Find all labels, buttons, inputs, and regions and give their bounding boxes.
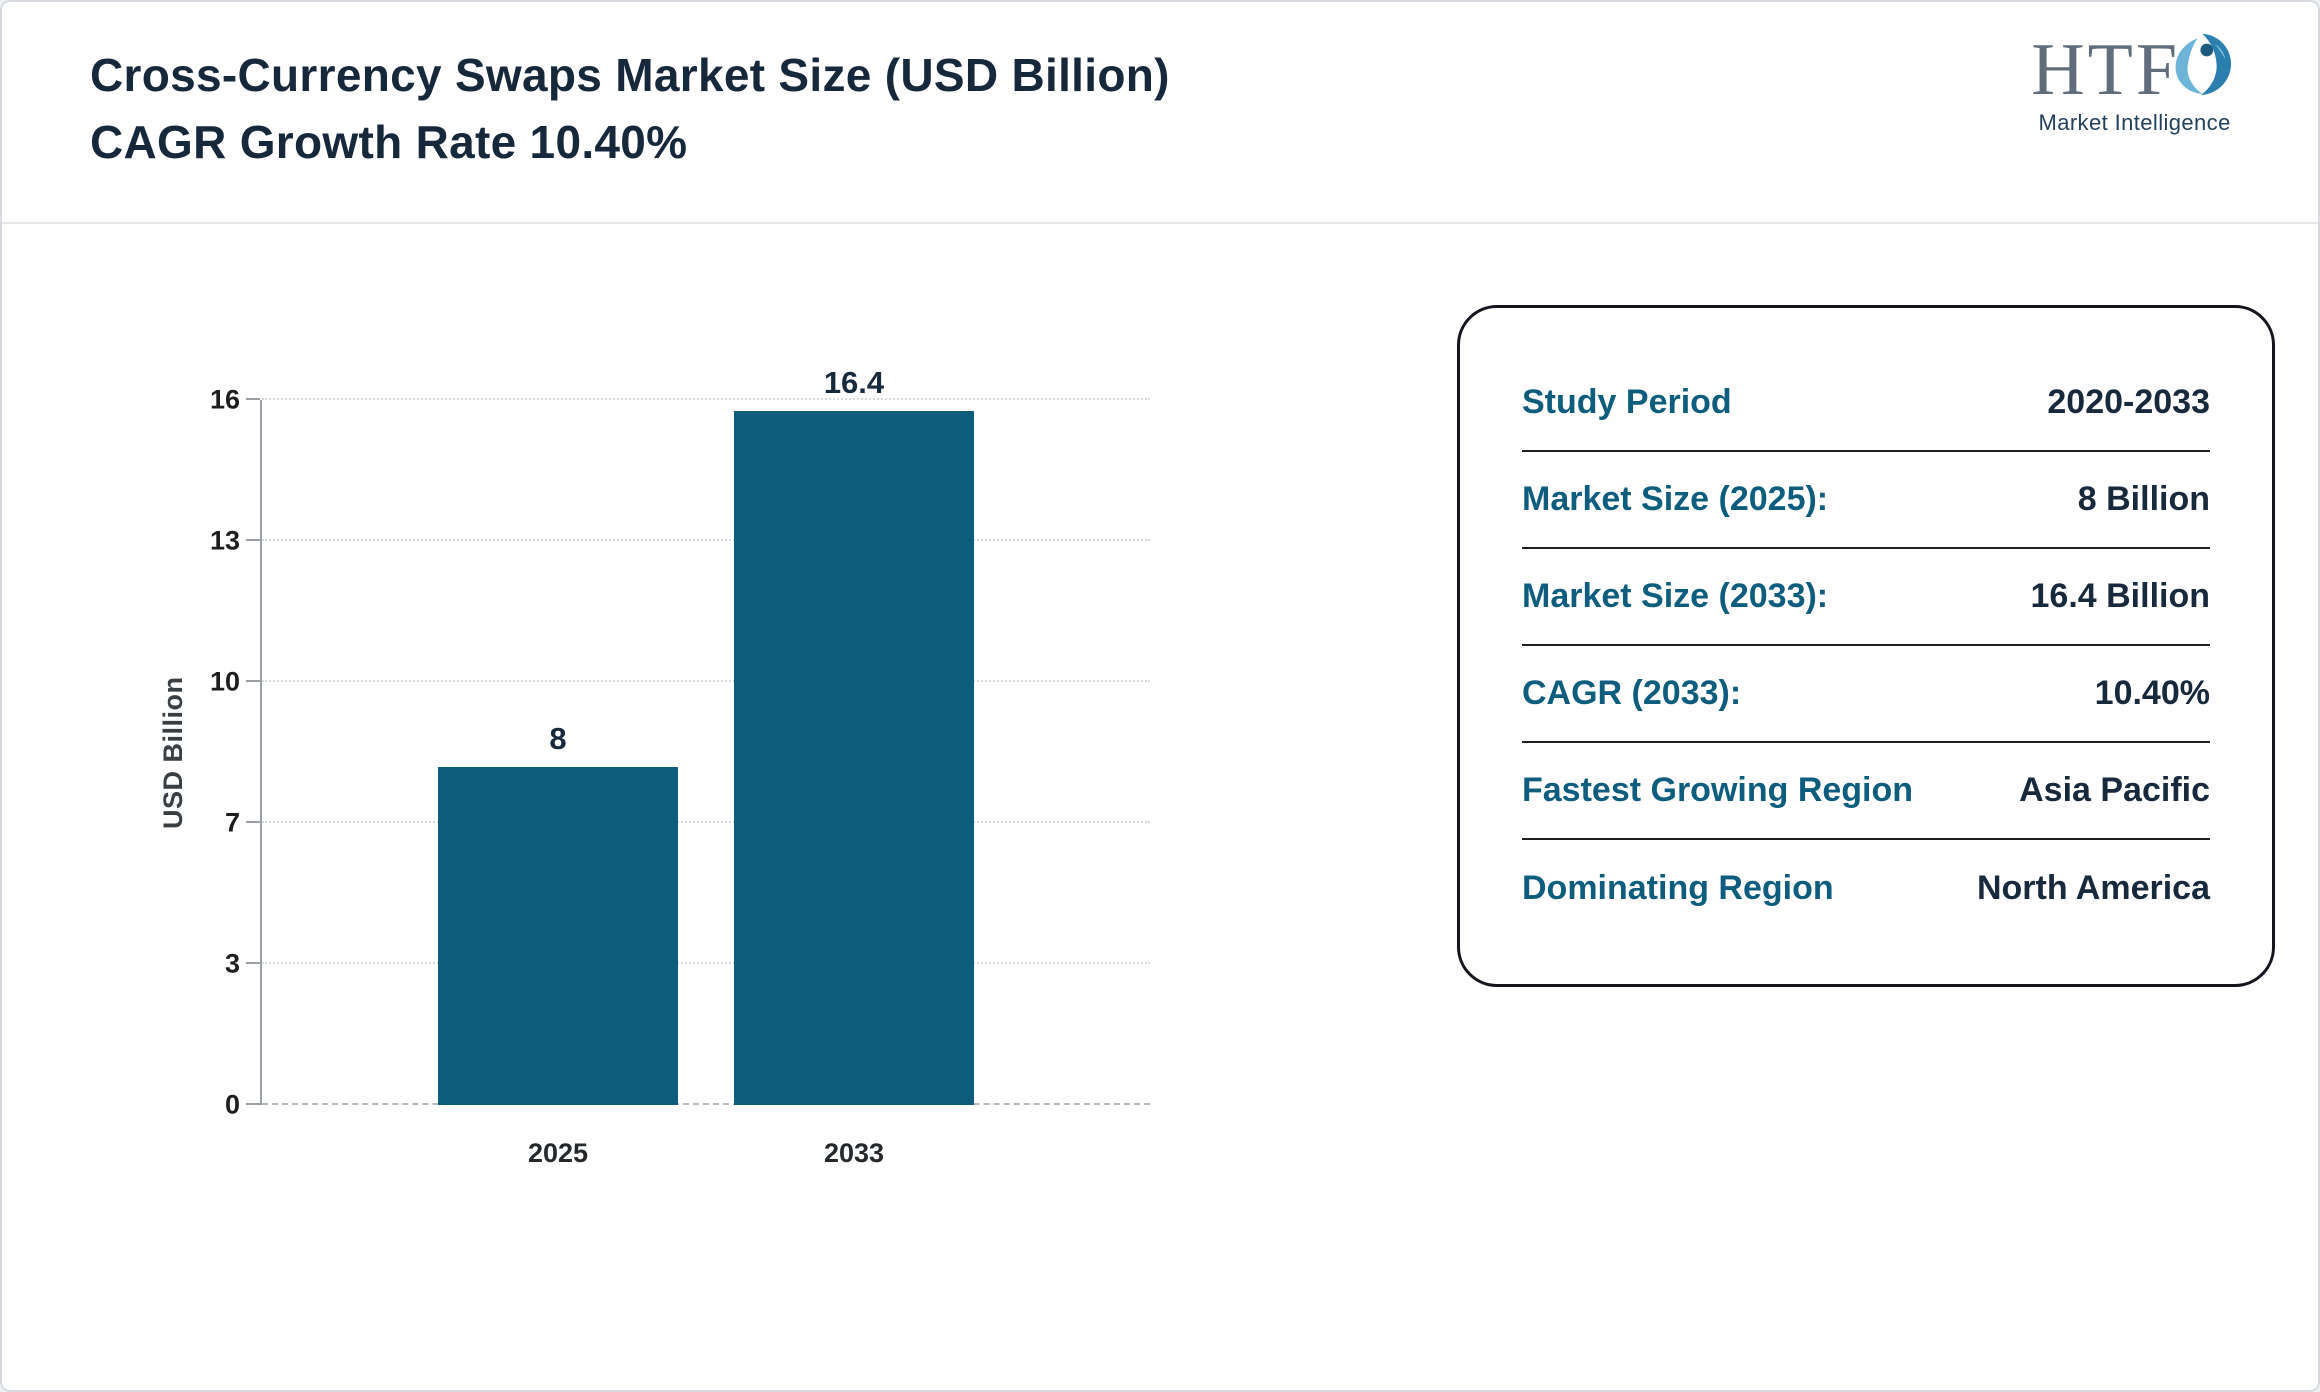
bar-value-label: 8	[549, 720, 567, 756]
bar-2033	[734, 411, 974, 1105]
summary-row-label: Market Size (2025):	[1522, 480, 1829, 518]
logo-swirl-icon	[2175, 33, 2232, 96]
header: Cross-Currency Swaps Market Size (USD Bi…	[2, 2, 2318, 224]
plot-area: 0 3 7 10 13 16 8 2025 16.4 2033	[210, 365, 1150, 1168]
x-tick-label: 2025	[527, 1138, 589, 1168]
x-tick-label: 2033	[823, 1138, 885, 1168]
bar-group-2025: 8 2025	[438, 400, 678, 1168]
summary-row-label: Market Size (2033):	[1522, 577, 1829, 615]
summary-row-label: Fastest Growing Region	[1522, 771, 1914, 809]
summary-row-value: 8 Billion	[2077, 480, 2210, 518]
bar-2025	[438, 766, 678, 1105]
y-tick-label: 3	[224, 948, 240, 979]
y-tick-mark	[246, 398, 260, 400]
bar-chart: USD Billion 0 3 7 10 13 16 8 2025 16.4 2033	[152, 365, 1212, 1200]
summary-row-value: 10.40%	[2094, 674, 2210, 712]
summary-row-dominating-region: Dominating Region North America	[1522, 840, 2210, 937]
summary-row-label: Dominating Region	[1522, 869, 1834, 907]
summary-row-fastest-growing-region: Fastest Growing Region Asia Pacific	[1522, 743, 2210, 840]
gridline	[262, 821, 1150, 823]
summary-card: Study Period 2020-2033 Market Size (2025…	[1457, 305, 2275, 987]
y-tick-label: 10	[209, 666, 240, 697]
y-tick-mark	[246, 1103, 260, 1105]
summary-row-value: Asia Pacific	[2019, 771, 2210, 809]
summary-row-label: Study Period	[1522, 383, 1732, 421]
logo-subtitle: Market Intelligence	[2038, 109, 2231, 135]
gridline	[262, 539, 1150, 541]
summary-row-label: CAGR (2033):	[1522, 674, 1742, 712]
summary-row-value: 16.4 Billion	[2030, 577, 2211, 615]
y-tick-mark	[246, 539, 260, 541]
y-tick-label: 7	[224, 807, 240, 838]
y-tick-mark	[246, 962, 260, 964]
summary-row-market-size-2033: Market Size (2033): 16.4 Billion	[1522, 549, 2210, 646]
y-axis-title: USD Billion	[158, 676, 188, 829]
gridline	[262, 398, 1150, 400]
bar-value-label: 16.4	[823, 365, 885, 401]
summary-row-study-period: Study Period 2020-2033	[1522, 355, 2210, 452]
bar-group-2033: 16.4 2033	[734, 365, 974, 1168]
summary-row-cagr: CAGR (2033): 10.40%	[1522, 646, 2210, 743]
logo-mark: HTF	[2031, 29, 2238, 111]
y-tick-label: 0	[224, 1089, 240, 1120]
summary-row-market-size-2025: Market Size (2025): 8 Billion	[1522, 452, 2210, 549]
summary-row-value: North America	[1976, 869, 2210, 907]
y-tick-mark	[246, 821, 260, 823]
gridline	[262, 962, 1150, 964]
x-axis-baseline	[262, 1103, 1150, 1105]
summary-row-value: 2020-2033	[2047, 383, 2210, 421]
logo-acronym: HTF	[2031, 29, 2180, 111]
page-title: Cross-Currency Swaps Market Size (USD Bi…	[90, 49, 1170, 168]
gridline	[262, 680, 1150, 682]
y-tick-mark	[246, 680, 260, 682]
y-tick-label: 13	[209, 525, 240, 556]
y-tick-label: 16	[209, 384, 240, 415]
htf-logo: HTF Market Intelligence	[2031, 29, 2238, 136]
